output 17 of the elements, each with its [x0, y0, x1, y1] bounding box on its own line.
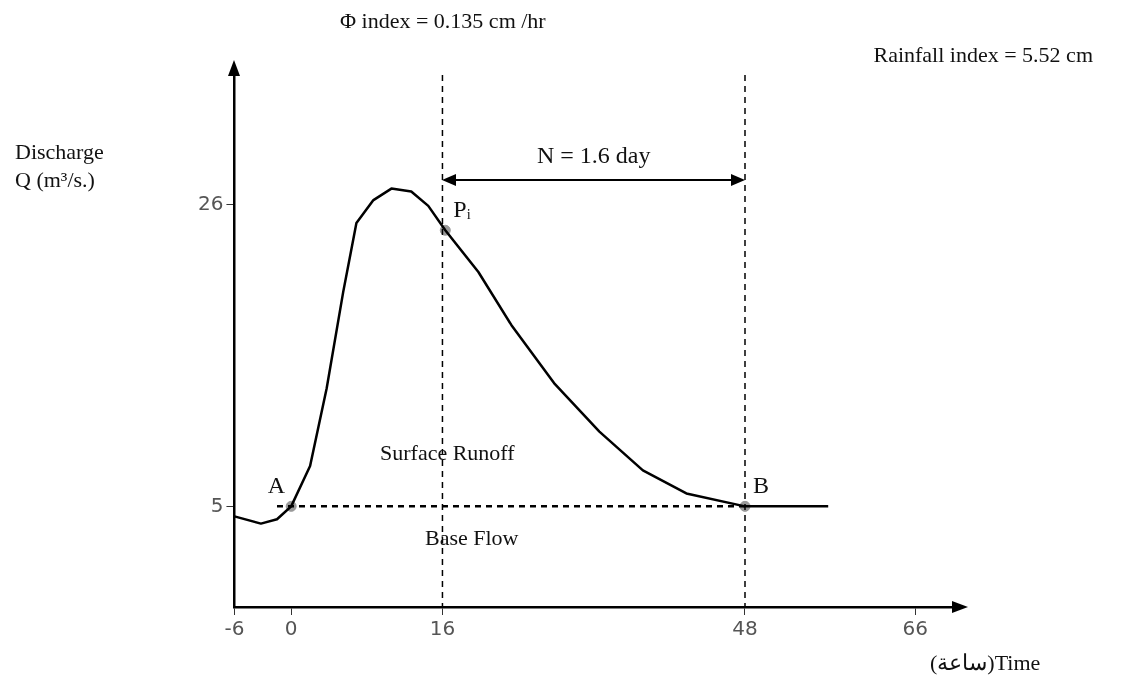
annotation: Pᵢ — [453, 195, 471, 222]
x-axis-title: (ساعة)Time — [930, 650, 1041, 676]
annotation: Base Flow — [425, 525, 519, 551]
annotation: N = 1.6 day — [536, 142, 651, 169]
y-axis-title: Discharge Q (m³/s.) — [15, 138, 104, 194]
x-tick-label: -6 — [224, 616, 245, 641]
y-tick-label: 26 — [198, 190, 224, 215]
text: Rainfall index = 5.52 cm — [873, 42, 1093, 68]
x-tick-label: 66 — [902, 616, 928, 641]
x-tick-label: 48 — [732, 616, 758, 641]
annotation: A — [267, 471, 286, 498]
annotation: Surface Runoff — [380, 440, 515, 466]
x-tick-label: 0 — [284, 616, 298, 641]
x-tick-label: 16 — [429, 616, 456, 641]
y-tick-label: 5 — [210, 492, 224, 517]
annotation: B — [753, 471, 770, 498]
chart-title: Φ index = 0.135 cm /hr — [340, 8, 546, 34]
